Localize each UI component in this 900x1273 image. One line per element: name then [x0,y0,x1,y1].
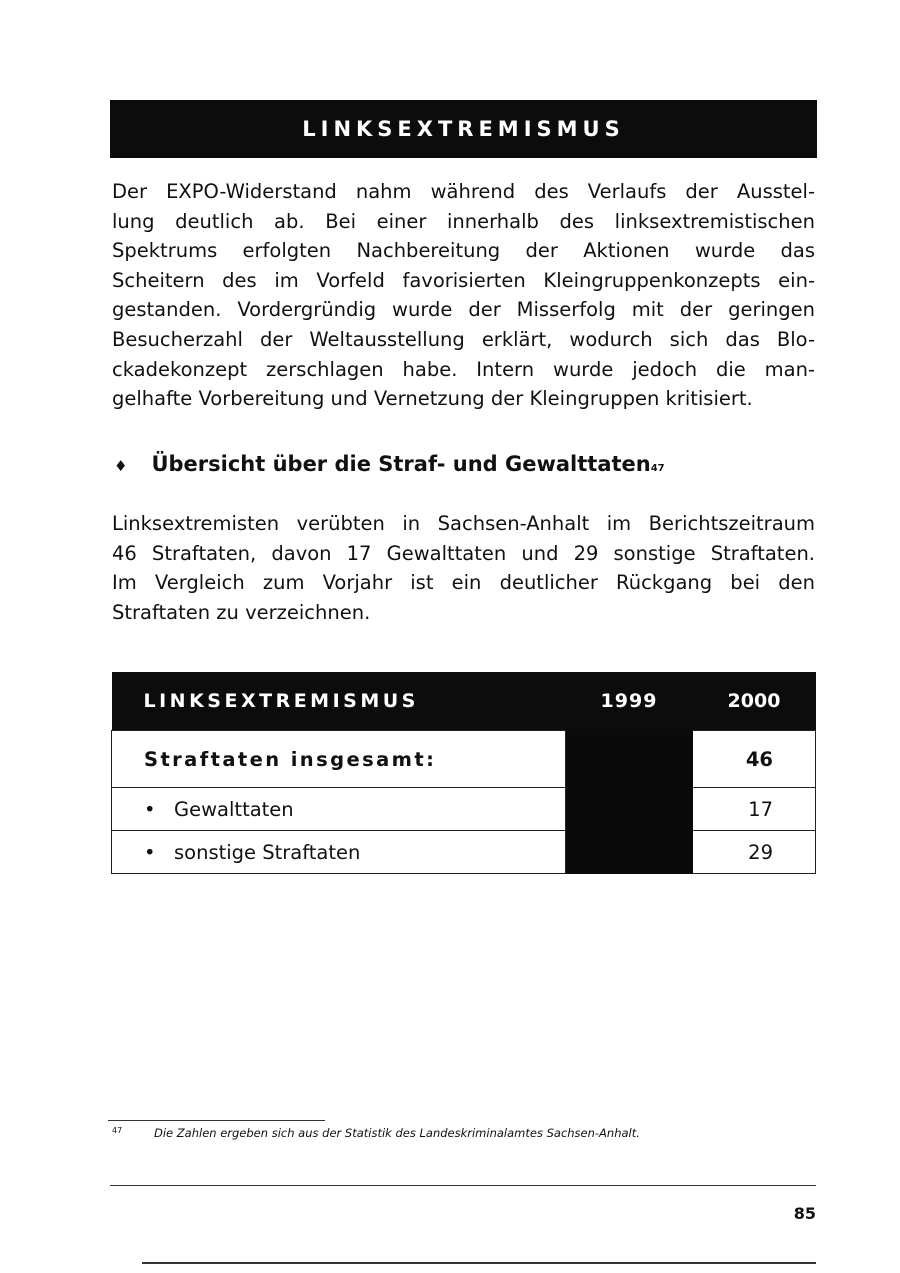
row-label-cell: • sonstige Straftaten [111,830,566,874]
footnote-divider [108,1120,325,1121]
body-paragraph: Linksextremisten verübten in Sachsen-Anh… [112,509,815,627]
page-number: 85 [793,1204,816,1223]
header-2000: 2000 [692,672,816,731]
statistics-table: LINKSEXTREMISMUS 1999 2000 Straftaten in… [111,672,816,874]
text-line: Straftaten zu verzeichnen. [112,600,371,624]
footnote: 47 Die Zahlen ergeben sich aus der Stati… [112,1126,640,1140]
text-line: Im Vergleich zum Vorjahr ist ein deutlic… [112,571,815,595]
text-line: Spektrums erfolgten Nachbereitung der Ak… [112,239,815,263]
text-line: gestanden. Vordergründig wurde der Misse… [112,298,815,322]
footnote-number: 47 [112,1126,123,1135]
text-line: Der EXPO-Widerstand nahm während des Ver… [112,180,815,203]
row-label: Straftaten insgesamt: [111,730,566,788]
redacted-cell [565,830,693,874]
text-line: Linksextremisten verübten in Sachsen-Anh… [112,512,815,535]
bullet-icon: • [144,840,156,864]
footer-divider [110,1185,816,1186]
footnote-reference[interactable]: 47 [650,463,665,474]
row-label: Gewalttaten [174,797,294,821]
section-heading: ♦ Übersicht über die Straf- und Gewaltta… [114,452,665,476]
redacted-cell [565,787,693,831]
diamond-bullet-icon: ♦ [114,457,128,475]
value-2000: 46 [692,730,816,788]
text-line: lung deutlich ab. Bei einer innerhalb de… [112,209,815,233]
bottom-rule [142,1262,816,1264]
table-row: • Gewalttaten 17 [111,787,816,831]
text-line: Besucherzahl der Weltausstellung erklärt… [112,327,815,351]
intro-paragraph: Der EXPO-Widerstand nahm während des Ver… [112,177,815,414]
text-line: Scheitern des im Vorfeld favorisierten K… [112,268,815,292]
text-line: ckadekonzept zerschlagen habe. Intern wu… [112,357,815,381]
heading-text: Übersicht über die Straf- und Gewalttate… [151,452,651,476]
table-header-row: LINKSEXTREMISMUS 1999 2000 [111,672,816,731]
text-line: gelhafte Vorbereitung und Vernetzung der… [112,387,753,411]
value-2000: 17 [692,787,816,831]
value-2000: 29 [692,830,816,874]
bullet-icon: • [144,797,156,821]
table-row: • sonstige Straftaten 29 [111,830,816,874]
table-row: Straftaten insgesamt: 46 [111,730,816,788]
header-category: LINKSEXTREMISMUS [111,672,566,731]
redacted-cell [565,730,693,788]
text-line: 46 Straftaten, davon 17 Gewalttaten und … [112,541,815,565]
footnote-text: Die Zahlen ergeben sich aus der Statisti… [154,1126,640,1140]
row-label-cell: • Gewalttaten [111,787,566,831]
header-1999: 1999 [565,672,693,731]
section-banner: LINKSEXTREMISMUS [110,100,817,158]
row-label: sonstige Straftaten [174,840,361,864]
